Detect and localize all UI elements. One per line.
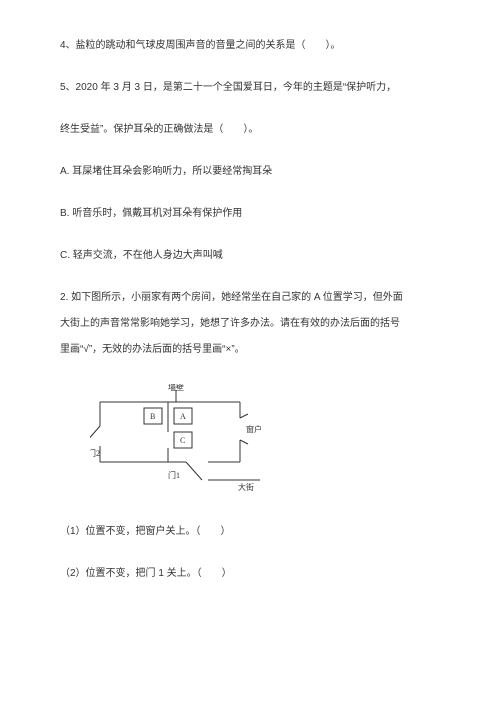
- svg-text:大街: 大街: [238, 482, 254, 492]
- question-5-line1: 5、2020 年 3 月 3 日，是第二十一个全国爱耳日，今年的主题是“保护听力…: [60, 80, 440, 96]
- question-5-option-a: A. 耳屎堵住耳朵会影响听力，所以要经常掏耳朵: [60, 164, 440, 180]
- svg-text:C: C: [180, 436, 185, 445]
- question-2-line2: 大街上的声音常常影响她学习，她想了许多办法。请在有效的办法后面的括号: [60, 316, 440, 332]
- svg-text:B: B: [150, 412, 155, 421]
- question-4: 4、盐粒的跳动和气球皮周围声音的音量之间的关系是（ ）。: [60, 38, 440, 54]
- svg-text:A: A: [180, 412, 186, 421]
- svg-text:窗户: 窗户: [246, 424, 262, 434]
- svg-text:门2: 门2: [90, 448, 100, 458]
- question-2-line3: 里画“√”，无效的办法后面的括号里画“×”。: [60, 342, 440, 358]
- sub-question-1: （1）位置不变，把窗户关上。（ ）: [60, 524, 440, 540]
- question-5-line2: 终生受益”。保护耳朵的正确做法是（ ）。: [60, 122, 440, 138]
- question-5-option-b: B. 听音乐时，佩戴耳机对耳朵有保护作用: [60, 206, 440, 222]
- question-5-option-c: C. 轻声交流，不在他人身边大声叫喊: [60, 248, 440, 264]
- document-page: 4、盐粒的跳动和气球皮周围声音的音量之间的关系是（ ）。 5、2020 年 3 …: [0, 0, 500, 602]
- svg-text:墙壁: 墙壁: [168, 384, 184, 392]
- floorplan-diagram: 墙壁门2 门1 窗户 B A C 大街: [60, 384, 440, 494]
- sub-question-2: （2）位置不变，把门 1 关上。（ ）: [60, 566, 440, 582]
- svg-text:门1: 门1: [168, 470, 180, 480]
- question-2-line1: 2. 如下图所示，小丽家有两个房间，她经常坐在自己家的 A 位置学习，但外面: [60, 290, 440, 306]
